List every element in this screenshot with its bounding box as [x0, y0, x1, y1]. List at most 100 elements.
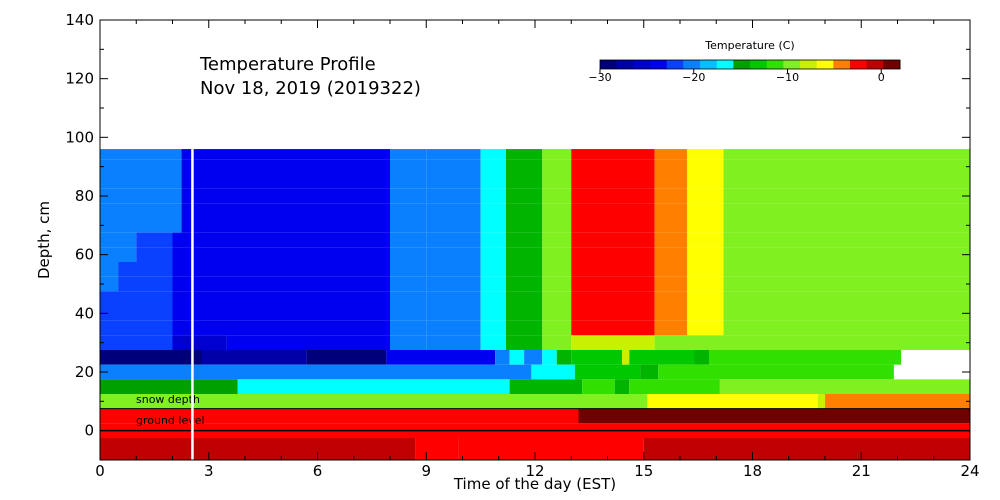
heatmap-cell [654, 232, 688, 248]
heatmap-cell [571, 188, 655, 204]
heatmap-cell [723, 306, 970, 321]
heatmap-cell [582, 379, 615, 394]
heatmap-cell [571, 350, 622, 365]
colorbar-cell [866, 60, 884, 69]
heatmap-cell [643, 438, 970, 460]
heatmap-cell [654, 262, 688, 277]
y-tick-label: 0 [84, 422, 94, 440]
heatmap-cell [542, 247, 572, 262]
colorbar-tick-label: −20 [682, 71, 705, 84]
heatmap-cell [723, 247, 970, 262]
heatmap-cell [654, 174, 688, 189]
chart-title: Temperature Profile [199, 54, 376, 75]
heatmap-cell [687, 247, 724, 262]
heatmap-cell [181, 203, 390, 218]
heatmap-cell [181, 159, 390, 174]
colorbar-cell [666, 60, 684, 69]
heatmap-cell [531, 364, 575, 380]
heatmap-cell [654, 203, 688, 218]
heatmap-cell [687, 320, 724, 336]
heatmap-cell [694, 350, 709, 365]
heatmap-cell [386, 350, 496, 365]
heatmap-cell [100, 174, 182, 189]
colorbar-tick-label: 0 [878, 71, 885, 84]
heatmap-cell [136, 232, 173, 248]
heatmap-cell [571, 232, 655, 248]
heatmap-cell [506, 247, 543, 262]
heatmap-cell [426, 218, 481, 233]
heatmap-cell [658, 364, 894, 380]
y-tick-label: 80 [75, 187, 94, 205]
heatmap-cell [100, 379, 238, 394]
heatmap-cell [524, 350, 543, 365]
chart-subtitle: Nov 18, 2019 (2019322) [200, 78, 421, 99]
colorbar-cell [633, 60, 651, 69]
x-tick-label: 6 [313, 462, 323, 480]
heatmap-cells [100, 149, 970, 460]
colorbar-cell [800, 60, 818, 69]
heatmap-cell [390, 306, 427, 321]
heatmap-cell [506, 306, 543, 321]
heatmap-cell [100, 291, 173, 306]
x-tick-label: 9 [421, 462, 431, 480]
heatmap-cell [426, 159, 481, 174]
heatmap-cell [571, 335, 655, 350]
x-tick-label: 3 [204, 462, 214, 480]
colorbar-frame [599, 59, 901, 70]
colorbar-cell [650, 60, 668, 69]
heatmap-cell [614, 379, 630, 394]
heatmap-cell [687, 149, 724, 160]
heatmap-cell [136, 247, 173, 262]
heatmap-cell [687, 262, 724, 277]
colorbar: Temperature (C) −30 −20 −10 0 [588, 39, 901, 84]
heatmap-cell [118, 276, 173, 292]
y-axis-ticks: 0 20 40 60 80 100 120 140 [65, 11, 970, 461]
heatmap-cell [306, 350, 387, 365]
heatmap-cell [571, 247, 655, 262]
heatmap-cell [622, 350, 630, 365]
heatmap-cell [426, 174, 481, 189]
heatmap-cell [723, 174, 970, 189]
heatmap-cell [390, 159, 427, 174]
colorbar-cell [883, 60, 901, 69]
heatmap-cell [100, 203, 182, 218]
heatmap-cell [578, 408, 970, 424]
heatmap-cell [426, 335, 481, 350]
heatmap-cell [390, 276, 427, 292]
heatmap-cell [100, 149, 182, 160]
heatmap-cell [172, 276, 390, 292]
heatmap-cell [506, 335, 543, 350]
colorbar-cell [716, 60, 734, 69]
heatmap-cell [571, 320, 655, 336]
heatmap-cell [723, 320, 970, 336]
colorbar-ticks: −30 −20 −10 0 [588, 69, 885, 84]
heatmap-cell [723, 262, 970, 277]
heatmap-cell [426, 247, 481, 262]
heatmap-cell [495, 350, 510, 365]
heatmap-cell [817, 394, 825, 409]
heatmap-cell [542, 306, 572, 321]
y-tick-label: 20 [75, 363, 94, 381]
heatmap-cell [181, 188, 390, 204]
heatmap-cell [509, 379, 583, 394]
heatmap-cell [542, 174, 572, 189]
heatmap-cell [723, 188, 970, 204]
heatmap-cell [719, 379, 970, 394]
heatmap-cell [542, 291, 572, 306]
heatmap-cell [100, 159, 182, 174]
y-tick-label: 120 [65, 70, 94, 88]
heatmap-cell [654, 218, 688, 233]
heatmap-cell [100, 394, 648, 409]
heatmap-cell [426, 232, 481, 248]
heatmap-cell [480, 291, 506, 306]
heatmap-cell [100, 335, 173, 350]
heatmap-cell [506, 262, 543, 277]
heatmap-cell [571, 218, 655, 233]
heatmap-cell [390, 203, 427, 218]
heatmap-cell [480, 203, 506, 218]
colorbar-cell [616, 60, 634, 69]
heatmap-cell [480, 149, 506, 160]
colorbar-cell [816, 60, 834, 69]
heatmap-cell [480, 159, 506, 174]
heatmap-cell [100, 408, 579, 424]
